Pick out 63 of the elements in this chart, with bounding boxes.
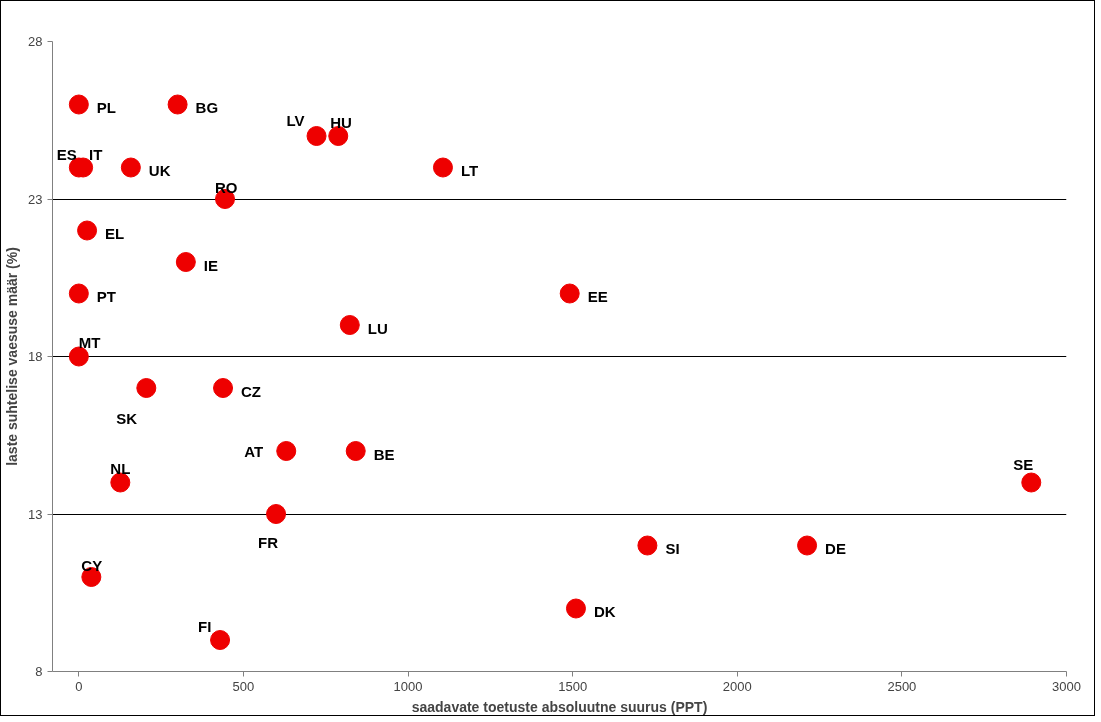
y-tick-label: 18 <box>28 349 43 364</box>
annotation: CZ <box>241 382 262 400</box>
y-tick-label: 13 <box>28 506 43 522</box>
point <box>306 126 327 146</box>
x-tick-label: 2000 <box>722 678 752 694</box>
point <box>120 157 141 178</box>
x-tick-label: 0 <box>75 678 83 694</box>
y-tick-label: 8 <box>35 664 43 679</box>
point <box>110 472 131 493</box>
point <box>77 220 98 241</box>
annotation: BE <box>373 445 395 463</box>
point <box>345 441 366 461</box>
annotation: SI <box>665 540 680 557</box>
annotation: IE <box>203 256 219 274</box>
point <box>1021 472 1042 493</box>
annotation: AT <box>244 442 264 460</box>
x-axis-title: saadavate toetuste absoluutne suurus (PPT) <box>411 698 708 715</box>
annotation: LV <box>286 111 305 129</box>
point <box>175 252 196 272</box>
point <box>68 94 89 115</box>
point <box>565 598 586 619</box>
y-axis-title: laste suhtelise vaesuse määr (%) <box>4 247 21 466</box>
annotation: FR <box>258 533 279 551</box>
x-tick-label: 1000 <box>393 678 423 694</box>
annotation: EE <box>587 288 608 305</box>
x-tick-label: 500 <box>232 678 255 694</box>
annotation: PT <box>96 288 117 305</box>
annotation: LT <box>460 162 479 179</box>
point <box>136 378 157 398</box>
annotation: ES <box>56 146 77 163</box>
annotation: DE <box>825 540 846 557</box>
point <box>559 283 580 304</box>
annotation: HU <box>330 113 352 131</box>
x-tick-label: 3000 <box>1052 678 1081 694</box>
y-tick-label: 28 <box>28 34 43 49</box>
x-tick-label: 1500 <box>558 678 588 694</box>
point <box>167 94 188 115</box>
annotation: SK <box>116 409 138 427</box>
annotation: PL <box>96 99 117 116</box>
point <box>210 630 231 650</box>
annotation: SE <box>1013 456 1034 473</box>
point <box>68 346 89 367</box>
point <box>328 126 349 146</box>
point <box>339 315 360 335</box>
point <box>432 157 453 178</box>
point <box>213 378 234 398</box>
annotation: FI <box>198 617 212 635</box>
annotation: RO <box>215 178 238 196</box>
point <box>68 283 89 304</box>
y-tick-label: 23 <box>28 191 43 207</box>
annotation: LU <box>367 319 388 337</box>
annotation: BG <box>195 99 219 116</box>
point <box>797 535 818 556</box>
annotation: UK <box>148 162 171 179</box>
annotation: EL <box>105 225 125 242</box>
point <box>637 535 658 556</box>
annotation: DK <box>593 603 616 620</box>
annotation: NL <box>110 460 131 477</box>
annotation: IT <box>89 146 103 163</box>
point <box>276 441 297 461</box>
x-tick-label: 2500 <box>887 678 917 694</box>
annotation: MT <box>78 334 101 351</box>
point <box>266 504 287 524</box>
